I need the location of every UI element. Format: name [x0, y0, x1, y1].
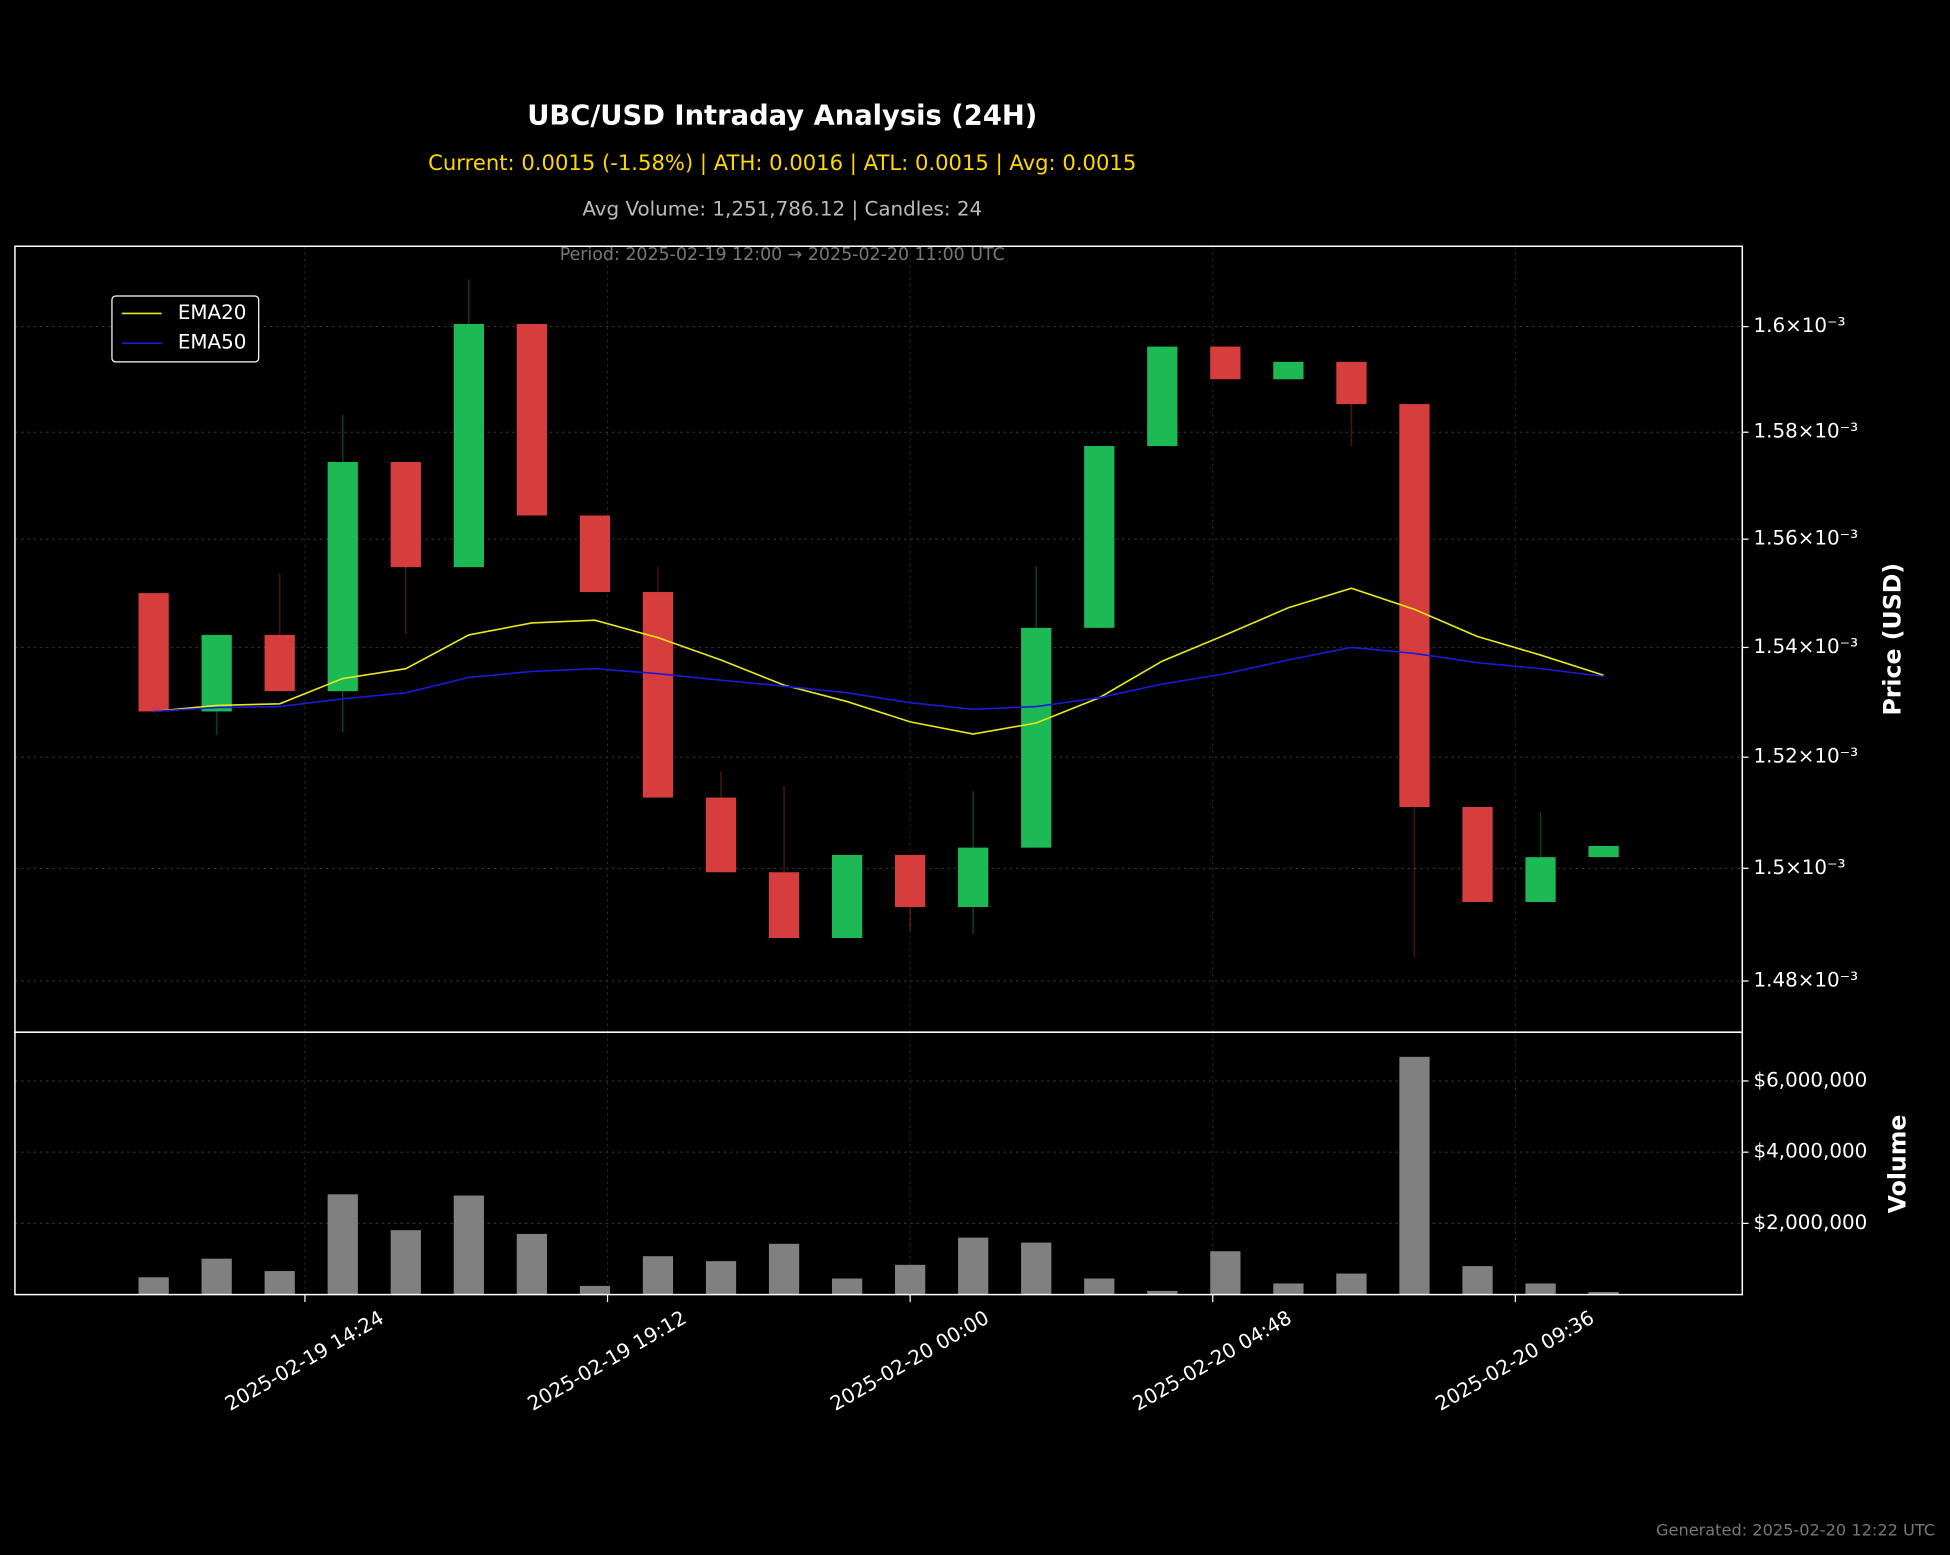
- volume-bar: [390, 1230, 421, 1295]
- ema-line: [153, 587, 1604, 735]
- candle-body: [1462, 807, 1493, 902]
- candle-body: [1336, 361, 1367, 405]
- candle-body: [705, 797, 737, 873]
- volume-bar: [705, 1261, 737, 1295]
- candle-body: [453, 324, 484, 568]
- volume-bar: [1147, 1290, 1178, 1295]
- volume-bar: [1336, 1273, 1367, 1295]
- subtitle: Avg Volume: 1,251,786.12 | Candles: 24: [582, 198, 982, 221]
- volume-bar: [516, 1233, 548, 1295]
- candle-body: [264, 634, 295, 692]
- candle-body: [831, 854, 863, 939]
- volume-bar: [1084, 1278, 1115, 1295]
- volume-bar: [579, 1285, 611, 1295]
- y-tick-label: 1.48×10⁻³: [1753, 968, 1858, 991]
- candle-body: [516, 324, 548, 516]
- candle-body: [642, 592, 674, 798]
- y-tick-label: $4,000,000: [1753, 1140, 1867, 1163]
- candle-body: [768, 872, 800, 939]
- volume-bar: [1462, 1266, 1493, 1295]
- candle-body: [1021, 627, 1052, 848]
- volume-bar: [1525, 1283, 1556, 1295]
- volume-bar: [264, 1271, 295, 1295]
- y-tick-label: $2,000,000: [1753, 1211, 1867, 1234]
- y-tick-label: $6,000,000: [1753, 1068, 1867, 1091]
- candle-body: [390, 462, 421, 568]
- y-tick-label: 1.6×10⁻³: [1753, 314, 1845, 337]
- volume-bar: [1273, 1283, 1304, 1295]
- subtitle: Period: 2025-02-19 12:00 → 2025-02-20 11…: [560, 245, 1005, 265]
- legend-label: EMA20: [178, 301, 247, 324]
- volume-bar: [138, 1277, 169, 1295]
- volume-bar: [642, 1256, 674, 1295]
- volume-bar: [201, 1258, 232, 1295]
- volume-bar: [768, 1243, 800, 1295]
- y-tick-label: 1.54×10⁻³: [1753, 635, 1858, 658]
- candle-body: [958, 847, 989, 908]
- volume-bar: [1210, 1251, 1241, 1295]
- y-tick-label: 1.52×10⁻³: [1753, 745, 1858, 768]
- y-tick-label: 1.5×10⁻³: [1753, 856, 1845, 879]
- candle-body: [1588, 845, 1619, 858]
- footer: Generated: 2025-02-20 12:22 UTC: [1656, 1520, 1935, 1539]
- candle-body: [1147, 346, 1178, 447]
- legend-box: [111, 295, 260, 363]
- candle-body: [138, 593, 169, 712]
- y-axis-label: Volume: [1883, 1115, 1911, 1214]
- candle-body: [201, 634, 232, 712]
- y-tick-label: 1.56×10⁻³: [1753, 527, 1858, 550]
- ema-line: [153, 646, 1604, 713]
- volume-bar: [453, 1195, 484, 1295]
- candle-body: [895, 854, 926, 908]
- candle-body: [1210, 346, 1241, 380]
- volume-bar: [831, 1278, 863, 1295]
- volume-bar: [1021, 1242, 1052, 1295]
- axes-frame: [14, 1031, 1744, 1296]
- y-axis-label: Price (USD): [1879, 563, 1907, 716]
- chart-title: UBC/USD Intraday Analysis (24H): [527, 100, 1037, 131]
- candle-body: [327, 462, 358, 692]
- volume-bar: [958, 1237, 989, 1295]
- volume-bar: [1399, 1056, 1430, 1295]
- volume-bar: [895, 1264, 926, 1295]
- candle-body: [1084, 446, 1115, 628]
- legend-label: EMA50: [178, 331, 247, 354]
- volume-bar: [327, 1194, 358, 1295]
- candle-body: [1273, 361, 1304, 380]
- volume-bar: [1588, 1292, 1619, 1295]
- candle-body: [579, 515, 611, 593]
- subtitle: Current: 0.0015 (-1.58%) | ATH: 0.0016 |…: [428, 150, 1136, 176]
- y-tick-label: 1.58×10⁻³: [1753, 420, 1858, 443]
- candle-body: [1525, 857, 1556, 902]
